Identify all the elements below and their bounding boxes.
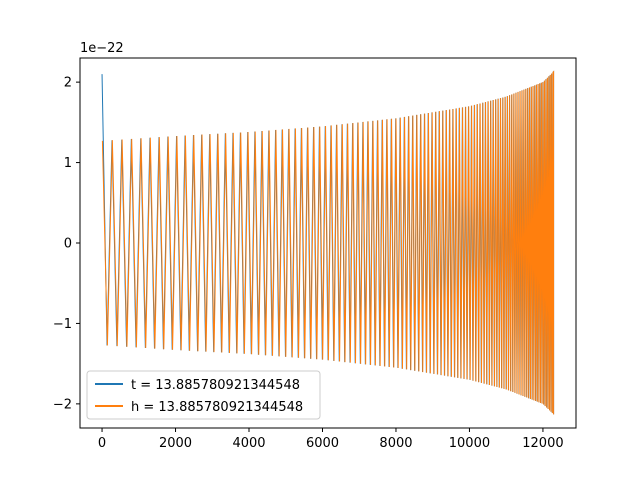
legend: t = 13.885780921344548 h = 13.8857809213… — [86, 370, 321, 420]
y-tick-label: 0 — [64, 237, 72, 252]
x-tick-label: 8000 — [379, 436, 412, 451]
legend-label-t: t = 13.885780921344548 — [131, 378, 300, 393]
y-tick-label: −1 — [53, 317, 72, 332]
y-axis-offset-label: 1e−22 — [80, 41, 124, 56]
x-tick-label: 12000 — [522, 436, 563, 451]
axis-ticks: 0 2000 4000 6000 8000 10000 12000 −2 −1 0 1 2 — [53, 76, 564, 451]
y-tick-label: 2 — [64, 76, 72, 91]
y-tick-label: −2 — [53, 397, 72, 412]
legend-label-h: h = 13.885780921344548 — [131, 400, 303, 415]
x-tick-label: 10000 — [449, 436, 490, 451]
x-tick-label: 0 — [98, 436, 106, 451]
y-tick-label: 1 — [64, 156, 72, 171]
plot-area — [101, 70, 555, 415]
x-tick-label: 6000 — [306, 436, 339, 451]
legend-box — [86, 370, 321, 420]
series-line-h — [101, 70, 555, 415]
x-tick-label: 2000 — [159, 436, 192, 451]
x-tick-label: 4000 — [232, 436, 265, 451]
